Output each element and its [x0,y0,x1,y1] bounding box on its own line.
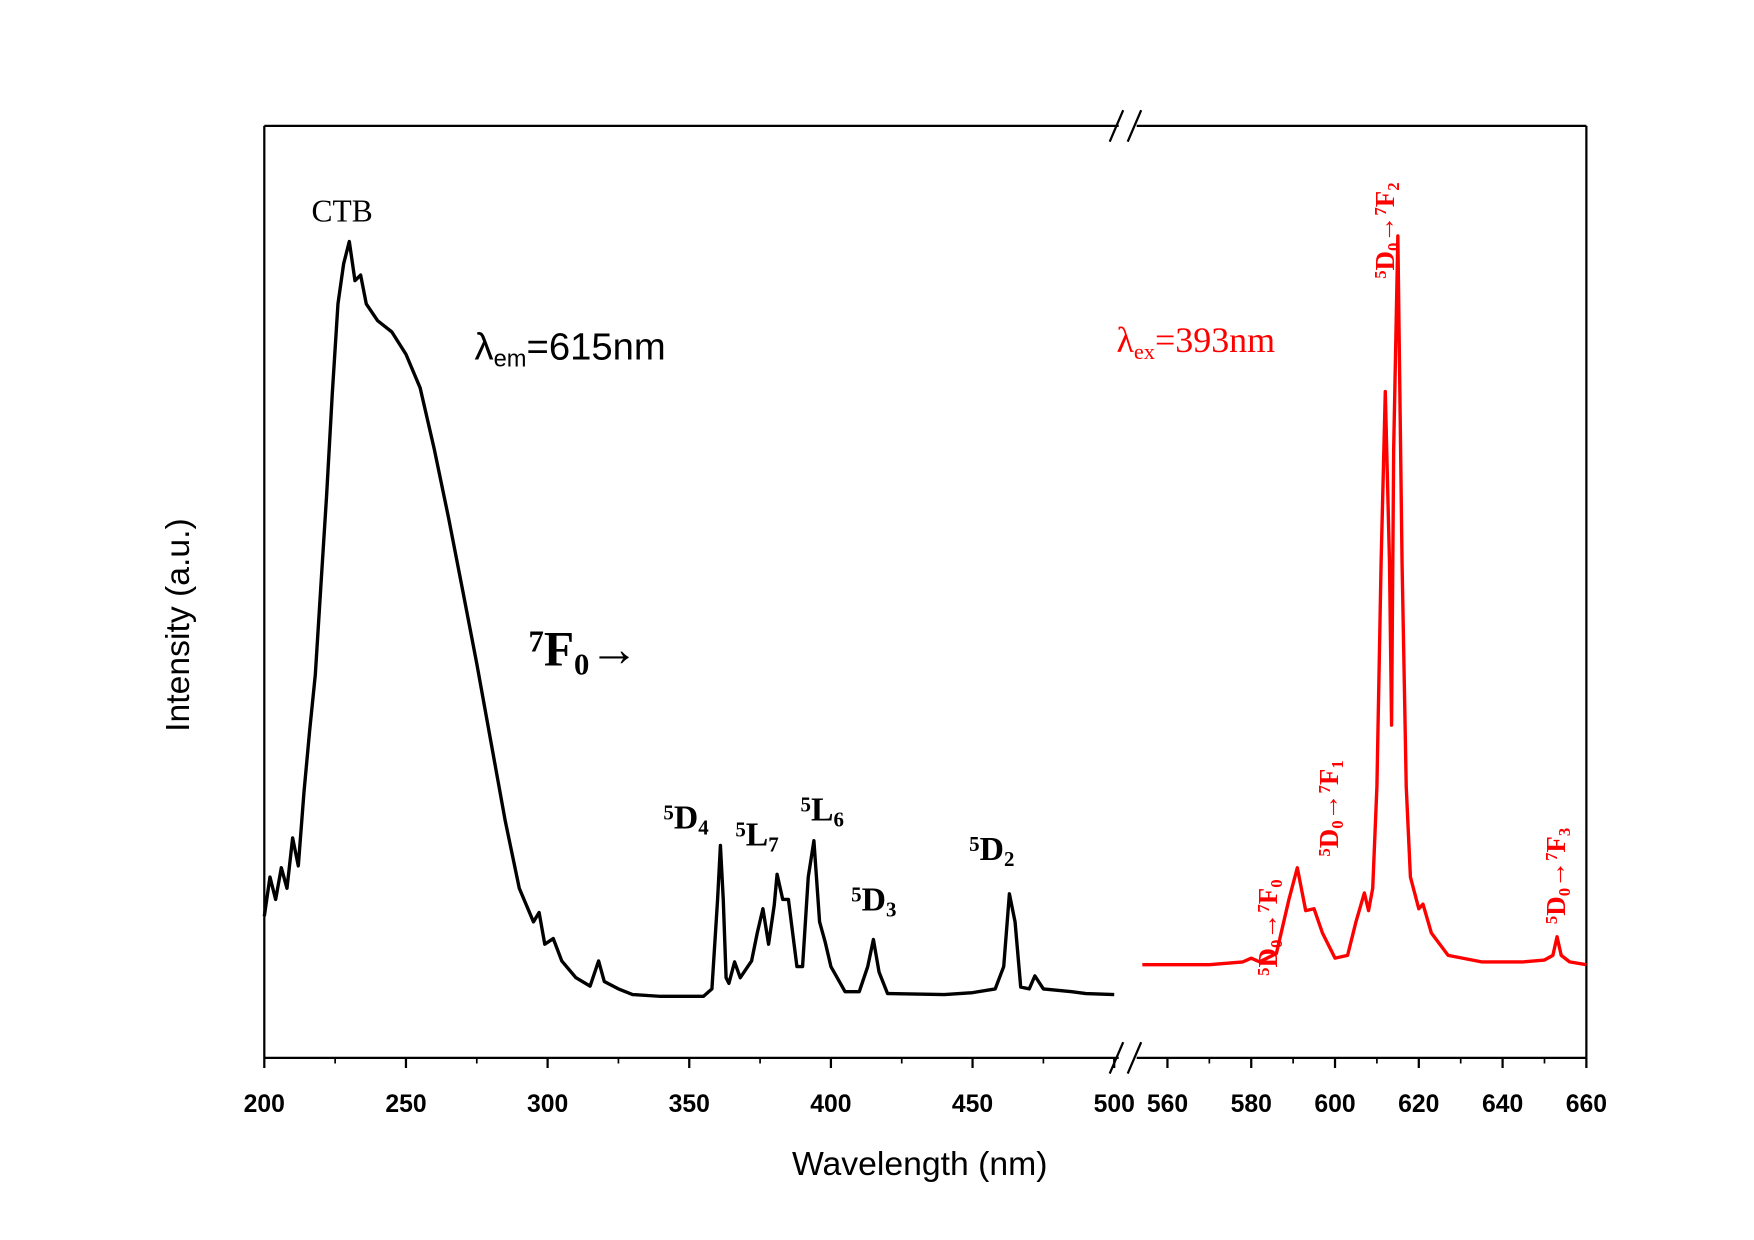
annotation: 7F0→ [528,622,638,682]
annotation-part: 7 [1255,904,1274,912]
annotation-part: 0 [1267,879,1286,887]
axis-break [1126,1041,1143,1075]
annotation-part: 0 [1555,888,1574,896]
annotation-part: → [589,622,638,677]
annotation-part: 2 [1004,847,1014,871]
annotation-part: em [494,347,527,373]
annotation-part: 2 [1384,182,1403,190]
annotation-part: CTB [312,193,373,228]
annotation-part: λ [1116,320,1134,360]
annotation: CTB [312,193,373,228]
annotation-part: 5 [663,800,673,824]
annotation-part: → [1370,216,1400,243]
annotation-part: F [544,622,574,677]
annotation-part: 5 [801,792,811,816]
annotation-part: 0 [1328,820,1347,828]
annotation: 5D0→7F3 [1541,828,1574,924]
annotation-part: → [1314,793,1344,820]
annotation-part: 0 [574,648,589,682]
annotation-part: F [1370,191,1400,207]
annotation-part: 3 [1555,828,1574,836]
x-tick-label: 560 [1147,1091,1188,1118]
annotation-part: 0 [1384,243,1403,251]
x-tick-label: 300 [527,1091,568,1118]
x-tick-label: 350 [669,1091,710,1118]
annotation-part: 7 [528,625,543,659]
annotation-part: 5 [1315,848,1334,856]
annotation-part: 5 [1371,270,1390,278]
annotation-part: =615nm [527,326,666,369]
annotation-part: λ [475,326,494,369]
x-tick-label: 250 [385,1091,426,1118]
annotation-part: 3 [886,898,896,922]
annotation-part: F [1253,888,1283,904]
x-tick-label: 580 [1231,1091,1272,1118]
x-tick-label: 200 [244,1091,285,1118]
annotation: 5D2 [969,831,1014,871]
annotation-part: D [1253,948,1283,967]
axis-break [1108,109,1125,143]
annotation-part: F [1314,769,1344,785]
annotation: 5D0→7F2 [1370,182,1403,278]
x-tick-label: 620 [1398,1091,1439,1118]
annotation-part: → [1541,861,1571,888]
x-axis-title: Wavelength (nm) [792,1145,1047,1183]
annotation: 5D0→7F0 [1253,879,1286,975]
annotation-part: 5 [1255,967,1274,975]
annotation-part: D [674,800,698,837]
x-tick-label: 660 [1566,1091,1607,1118]
annotation-part: 4 [698,816,709,840]
annotation-part: D [980,831,1004,868]
annotation-part: D [1314,829,1344,848]
annotation: λex=393nm [1116,320,1275,364]
annotation-part: 1 [1328,760,1347,768]
annotation-part: D [862,882,886,919]
annotation-part: =393nm [1155,320,1275,360]
annotation: 5D0→7F1 [1314,760,1347,856]
annotation-part: 5 [851,882,861,906]
x-tick-label: 600 [1314,1091,1355,1118]
axis-break [1108,1041,1125,1075]
annotation: λem=615nm [475,326,666,373]
spectrum-line [1142,234,1587,967]
annotation-part: L [746,816,768,853]
annotation-part: 5 [1542,916,1561,924]
annotation-part: 6 [834,808,844,832]
annotation: 5D4 [663,800,709,840]
annotation-part: 7 [1315,785,1334,793]
x-tick-label: 500 [1094,1091,1135,1118]
annotation-part: L [811,792,833,829]
annotation: 5L7 [735,816,778,856]
y-axis-title: Intensity (a.u.) [159,518,197,732]
annotation-part: F [1541,836,1571,852]
annotation: 5D3 [851,882,896,922]
annotation-part: 0 [1267,940,1286,948]
x-tick-label: 400 [810,1091,851,1118]
annotation-part: 5 [735,817,745,841]
annotation: 5L6 [801,792,844,832]
annotation-part: 7 [1371,207,1390,215]
annotation-part: D [1541,896,1571,915]
annotation-part: 7 [1542,853,1561,861]
annotation-part: 5 [969,832,979,856]
spectrum-line [262,239,1115,999]
annotation-part: → [1253,913,1283,940]
annotation-part: D [1370,251,1400,270]
x-tick-label: 450 [952,1091,993,1118]
axis-break [1126,109,1143,143]
x-tick-label: 640 [1482,1091,1523,1118]
annotation-part: ex [1134,338,1155,363]
annotation-part: 7 [768,833,778,857]
